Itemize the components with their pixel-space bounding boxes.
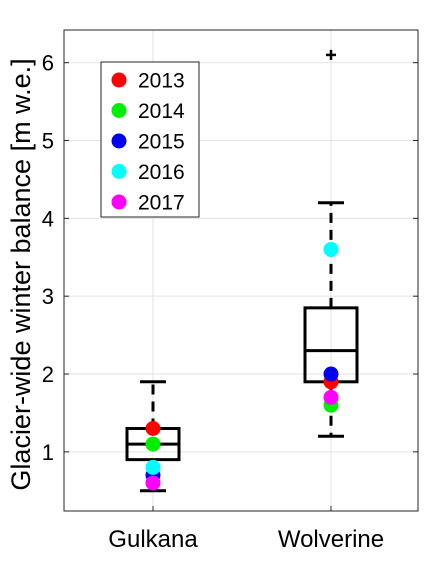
point-2016-gulkana <box>145 459 161 475</box>
x-tick-label-wolverine: Wolverine <box>278 526 384 553</box>
legend-marker-2017 <box>111 194 127 210</box>
legend-marker-2013 <box>111 72 127 88</box>
point-2017-gulkana <box>145 475 161 491</box>
y-tick-label: 4 <box>42 206 54 231</box>
legend-label-2017: 2017 <box>138 192 185 215</box>
legend-marker-2016 <box>111 164 127 179</box>
x-tick-label-gulkana: Gulkana <box>108 526 198 553</box>
x-axis: Gulkana Wolverine <box>108 526 384 553</box>
legend-label-2015: 2015 <box>138 131 185 154</box>
y-tick-label: 2 <box>42 362 54 387</box>
point-2013-gulkana <box>145 420 161 436</box>
legend-marker-2015 <box>111 133 127 149</box>
legend-label-2013: 2013 <box>138 70 185 93</box>
y-tick-label: 6 <box>42 51 54 76</box>
y-axis: 1 2 3 4 5 6 <box>42 51 418 511</box>
point-2017-wolverine <box>323 389 339 405</box>
data-points <box>145 241 339 491</box>
plot-frame <box>63 29 419 512</box>
legend-label-2014: 2014 <box>138 100 185 123</box>
outlier-marker <box>326 49 336 60</box>
y-axis-label: Glacier-wide winter balance [m w.e.] <box>6 58 36 490</box>
legend-marker-2014 <box>111 103 127 118</box>
y-tick-label: 5 <box>42 129 54 154</box>
point-2015-wolverine <box>323 366 339 382</box>
y-tick-label: 3 <box>42 284 54 309</box>
point-2016-wolverine <box>323 241 339 257</box>
point-2014-gulkana <box>145 436 161 452</box>
legend-label-2016: 2016 <box>138 161 185 184</box>
legend: 2013 2014 2015 2016 2017 <box>100 61 200 218</box>
y-tick-label: 1 <box>42 440 54 465</box>
